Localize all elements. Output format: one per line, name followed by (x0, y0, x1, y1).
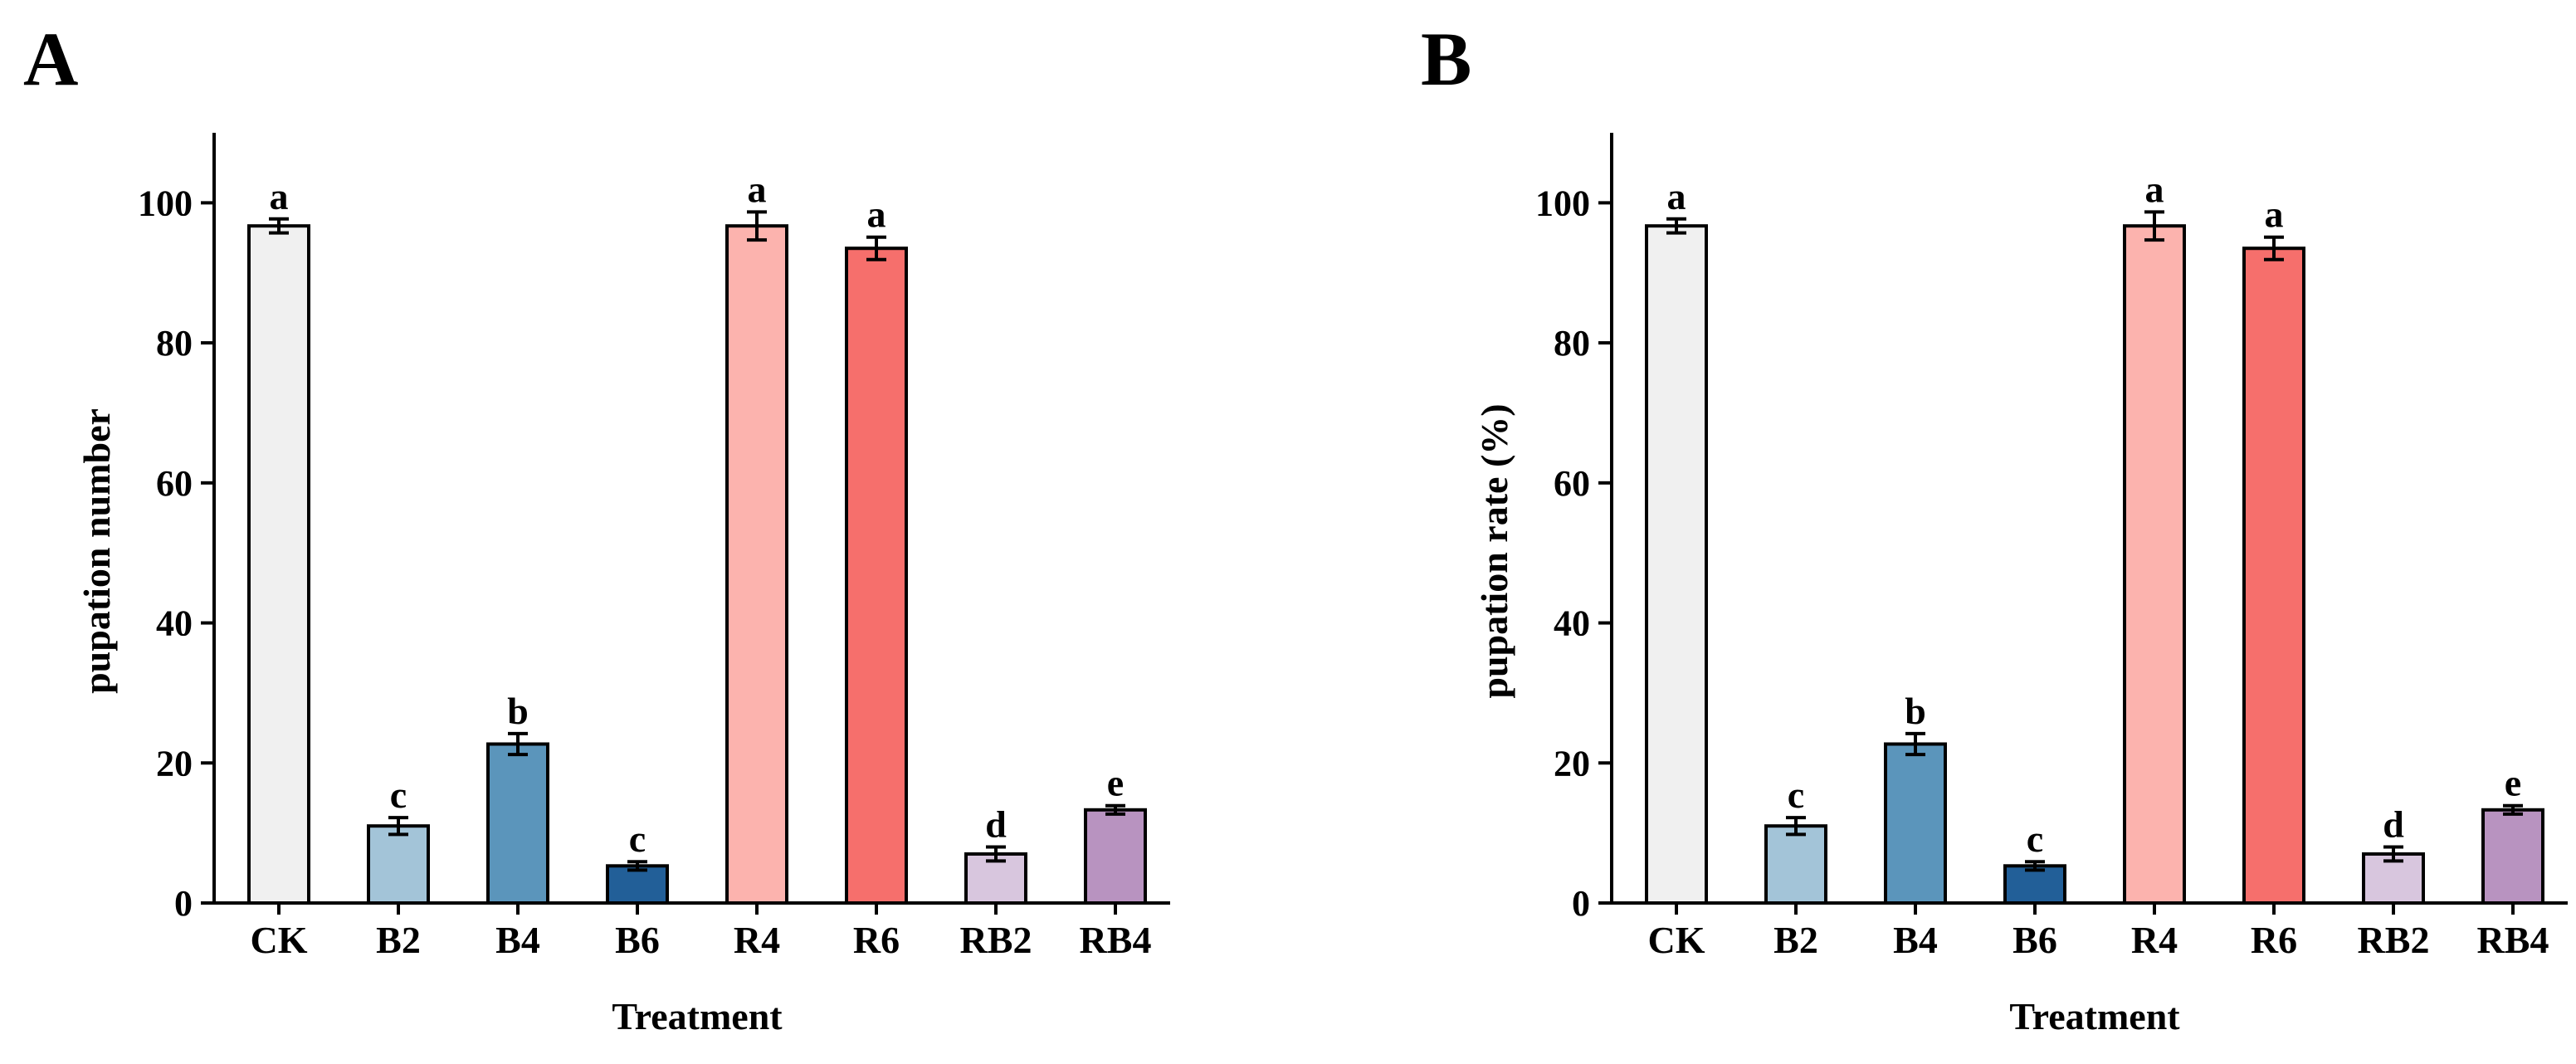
x-tick-label-rb2: RB2 (960, 919, 1032, 961)
y-tick-label: 20 (1554, 743, 1590, 783)
y-tick-label: 60 (1554, 463, 1590, 504)
bar-rb4 (2481, 808, 2544, 905)
error-bar-b2 (1786, 816, 1806, 837)
significance-label-r4: a (2145, 168, 2164, 210)
significance-label-rb2: d (985, 803, 1007, 846)
x-tick-label-r4: R4 (734, 919, 780, 961)
bar-b2 (367, 824, 430, 905)
panel-label: B (1421, 17, 1471, 101)
bar-b4 (486, 742, 549, 905)
x-axis-title: Treatment (612, 995, 783, 1037)
y-tick-label: 0 (174, 883, 193, 924)
x-tick-label-r6: R6 (2251, 919, 2297, 961)
x-tick-label-b6: B6 (2013, 919, 2057, 961)
error-bar-ck (1666, 217, 1686, 235)
significance-label-b4: b (507, 690, 529, 732)
chart-panel-b: Ba CK c B2 b B4 c B6 a R4 a R6 d RB2 e RB4 0 20 40 60 80 100 T… (1421, 17, 2568, 1037)
x-tick-label-b6: B6 (615, 919, 660, 961)
bar-rb4 (1084, 808, 1147, 905)
significance-label-ck: a (1667, 175, 1686, 217)
significance-label-rb4: e (2505, 762, 2521, 804)
bar-r6 (845, 246, 908, 905)
y-axis-title: pupation rate (%) (1473, 403, 1515, 698)
y-tick-label: 40 (156, 603, 193, 644)
significance-label-r6: a (2265, 193, 2284, 236)
x-tick-label-ck: CK (1648, 919, 1705, 961)
x-tick-label-b4: B4 (1893, 919, 1938, 961)
error-bar-rb4 (1105, 803, 1125, 816)
panel-label: A (23, 17, 78, 101)
bar-ck (1645, 224, 1708, 905)
significance-label-rb2: d (2383, 803, 2404, 846)
error-bar-r6 (2264, 235, 2284, 261)
chart-panel-a: Aa CK c B2 b B4 c B6 a R4 a R6 d RB2 e RB4 0 20 40 60 80 100 T… (23, 17, 1170, 1037)
x-tick-label-r4: R4 (2131, 919, 2178, 961)
error-bar-b2 (388, 816, 408, 837)
x-tick-label-ck: CK (251, 919, 308, 961)
error-bar-b6 (2025, 860, 2045, 872)
significance-label-r4: a (748, 168, 767, 210)
significance-label-b4: b (1905, 690, 1926, 732)
error-bar-rb2 (986, 845, 1006, 863)
y-tick-label: 20 (156, 743, 193, 783)
x-tick-label-rb2: RB2 (2358, 919, 2430, 961)
y-tick-label: 40 (1554, 603, 1590, 644)
y-tick-label: 100 (1535, 183, 1590, 223)
x-axis-title: Treatment (2009, 995, 2180, 1037)
y-tick-label: 80 (156, 323, 193, 364)
y-tick-label: 60 (156, 463, 193, 504)
y-axis-title: pupation number (76, 408, 118, 694)
x-tick-label-b2: B2 (376, 919, 421, 961)
y-tick-label: 0 (1572, 883, 1590, 924)
x-tick-label-rb4: RB4 (2477, 919, 2549, 961)
x-tick-label-b2: B2 (1773, 919, 1818, 961)
error-bar-r6 (866, 235, 886, 261)
bar-ck (247, 224, 310, 905)
bar-r4 (725, 224, 788, 905)
error-bar-rb4 (2503, 803, 2523, 816)
error-bar-b4 (1905, 731, 1925, 757)
error-bar-r4 (2144, 210, 2164, 242)
significance-label-b6: c (2027, 818, 2043, 860)
significance-label-b2: c (390, 774, 407, 816)
significance-label-r6: a (867, 193, 886, 236)
error-bar-b6 (627, 860, 647, 872)
y-tick-label: 100 (138, 183, 193, 223)
significance-label-b2: c (1788, 774, 1804, 816)
y-tick-label: 80 (1554, 323, 1590, 364)
significance-label-b6: c (629, 818, 646, 860)
x-tick-label-b4: B4 (495, 919, 540, 961)
x-tick-label-r6: R6 (853, 919, 900, 961)
bar-b2 (1764, 824, 1827, 905)
error-bar-rb2 (2383, 845, 2403, 863)
error-bar-r4 (747, 210, 767, 242)
x-tick-label-rb4: RB4 (1080, 919, 1152, 961)
significance-label-ck: a (270, 175, 289, 217)
bar-r6 (2242, 246, 2305, 905)
bar-r4 (2123, 224, 2186, 905)
error-bar-ck (269, 217, 289, 235)
bar-b4 (1884, 742, 1947, 905)
significance-label-rb4: e (1107, 762, 1124, 804)
error-bar-b4 (508, 731, 528, 757)
